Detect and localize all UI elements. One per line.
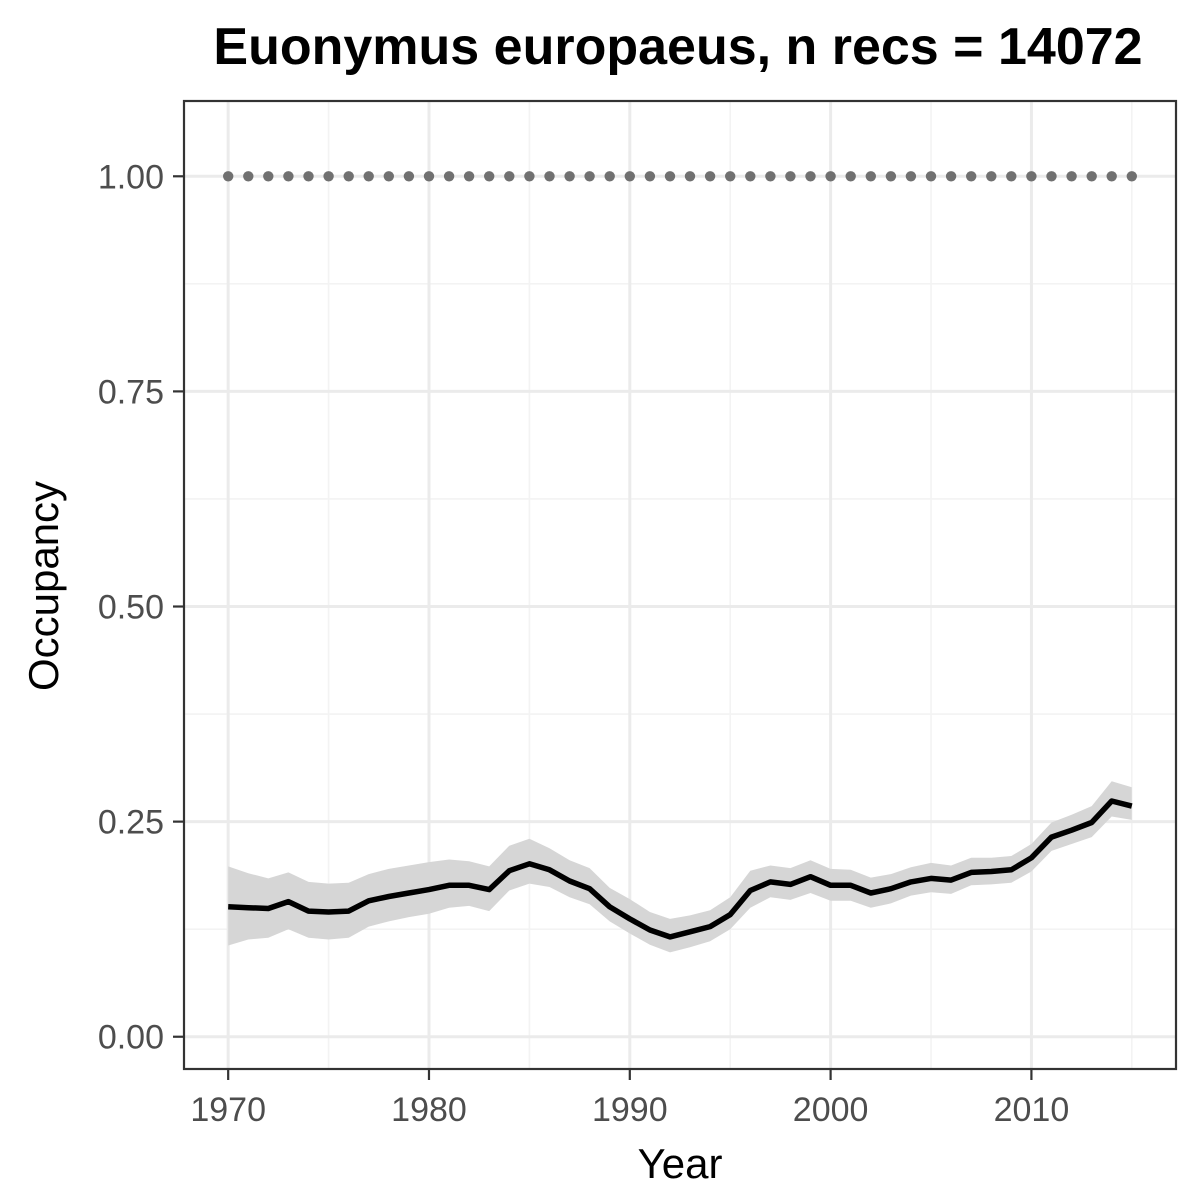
- reporting-rate-point: [765, 171, 775, 181]
- y-axis-title: Occupancy: [20, 481, 67, 691]
- reporting-rate-point: [524, 171, 534, 181]
- reporting-rate-point: [866, 171, 876, 181]
- reporting-rate-point: [625, 171, 635, 181]
- reporting-rate-point: [645, 171, 655, 181]
- reporting-rate-point: [1066, 171, 1076, 181]
- reporting-rate-point: [926, 171, 936, 181]
- reporting-rate-point: [1006, 171, 1016, 181]
- reporting-rate-point: [805, 171, 815, 181]
- y-axis: 0.00 0.25 0.50 0.75 1.00: [98, 158, 184, 1056]
- credible-interval-layer: [228, 781, 1132, 952]
- reporting-rate-point: [605, 171, 615, 181]
- reporting-rate-point: [886, 171, 896, 181]
- reporting-rate-point: [243, 171, 253, 181]
- reporting-rate-point: [986, 171, 996, 181]
- reporting-rate-point: [323, 171, 333, 181]
- x-axis: 1970 1980 1990 2000 2010: [190, 1069, 1069, 1129]
- y-tick-label: 0.50: [98, 589, 164, 627]
- reporting-rate-point: [364, 171, 374, 181]
- reporting-rate-point: [685, 171, 695, 181]
- reporting-rate-point: [785, 171, 795, 181]
- reporting-rate-point: [946, 171, 956, 181]
- x-axis-title: Year: [638, 1140, 723, 1187]
- reporting-rate-point: [504, 171, 514, 181]
- reporting-rate-point: [464, 171, 474, 181]
- reporting-rate-point: [223, 171, 233, 181]
- reporting-rate-point: [424, 171, 434, 181]
- reporting-rate-point: [303, 171, 313, 181]
- reporting-rate-point: [745, 171, 755, 181]
- x-tick-label: 2010: [994, 1091, 1070, 1129]
- reporting-rate-point: [564, 171, 574, 181]
- reporting-rate-point: [584, 171, 594, 181]
- reporting-rate-point: [725, 171, 735, 181]
- reporting-rate-point: [1026, 171, 1036, 181]
- reporting-rate-point: [825, 171, 835, 181]
- reporting-rate-point: [283, 171, 293, 181]
- chart-title: Euonymus europaeus, n recs = 14072: [213, 18, 1142, 76]
- reporting-rate-point: [484, 171, 494, 181]
- reporting-rate-point: [404, 171, 414, 181]
- x-tick-label: 2000: [793, 1091, 869, 1129]
- reporting-rate-point: [906, 171, 916, 181]
- y-tick-label: 0.75: [98, 373, 164, 411]
- reporting-rate-point: [1087, 171, 1097, 181]
- y-tick-label: 0.25: [98, 804, 164, 842]
- reporting-rate-point: [846, 171, 856, 181]
- reporting-rate-point: [966, 171, 976, 181]
- reporting-rate-point: [1046, 171, 1056, 181]
- reporting-rate-point: [665, 171, 675, 181]
- x-tick-label: 1980: [391, 1091, 467, 1129]
- x-tick-label: 1990: [592, 1091, 668, 1129]
- reporting-rate-point: [444, 171, 454, 181]
- y-tick-label: 1.00: [98, 158, 164, 196]
- reporting-rate-point: [384, 171, 394, 181]
- x-tick-label: 1970: [190, 1091, 266, 1129]
- reporting-rate-point: [1127, 171, 1137, 181]
- credible-interval-ribbon: [228, 781, 1132, 952]
- reporting-rate-point: [1107, 171, 1117, 181]
- reporting-rate-point: [344, 171, 354, 181]
- y-tick-label: 0.00: [98, 1019, 164, 1057]
- reporting-rate-point: [544, 171, 554, 181]
- reporting-rate-point: [263, 171, 273, 181]
- reporting-rate-point: [705, 171, 715, 181]
